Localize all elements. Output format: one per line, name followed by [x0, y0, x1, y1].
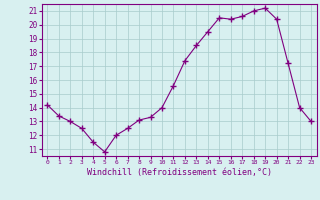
X-axis label: Windchill (Refroidissement éolien,°C): Windchill (Refroidissement éolien,°C) [87, 168, 272, 177]
